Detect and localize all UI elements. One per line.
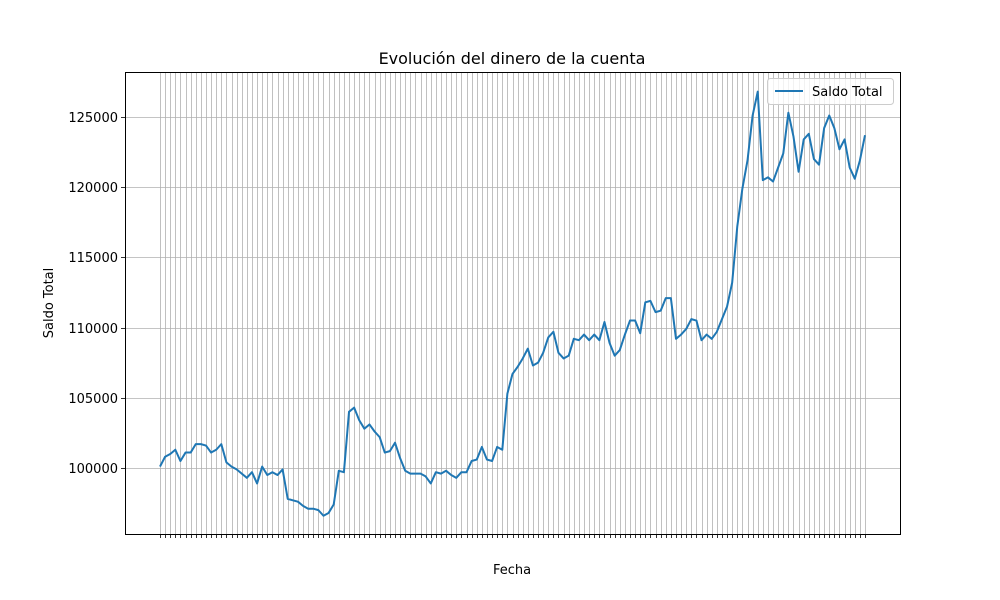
chart-title: Evolución del dinero de la cuenta xyxy=(379,49,646,68)
series-line-saldo-total xyxy=(159,90,866,517)
y-tick-label: 115000 xyxy=(68,251,118,266)
x-axis-ticks xyxy=(160,534,866,538)
y-tick-label: 110000 xyxy=(68,322,118,337)
legend-box xyxy=(767,78,894,105)
y-tick-label: 100000 xyxy=(68,462,118,477)
plot-area: 100000 105000 110000 115000 120000 125000 xyxy=(68,72,901,538)
y-tick-label: 125000 xyxy=(68,111,118,126)
x-grid xyxy=(160,72,866,534)
y-axis-ticks: 100000 105000 110000 115000 120000 125000 xyxy=(68,111,125,477)
y-grid xyxy=(125,117,900,469)
y-tick-label: 120000 xyxy=(68,181,118,196)
plot-frame xyxy=(125,72,901,535)
y-tick-label: 105000 xyxy=(68,392,118,407)
legend: Saldo Total xyxy=(767,78,894,105)
y-axis-label: Saldo Total xyxy=(42,268,57,339)
x-axis-label: Fecha xyxy=(493,563,531,578)
legend-label: Saldo Total xyxy=(812,85,883,100)
